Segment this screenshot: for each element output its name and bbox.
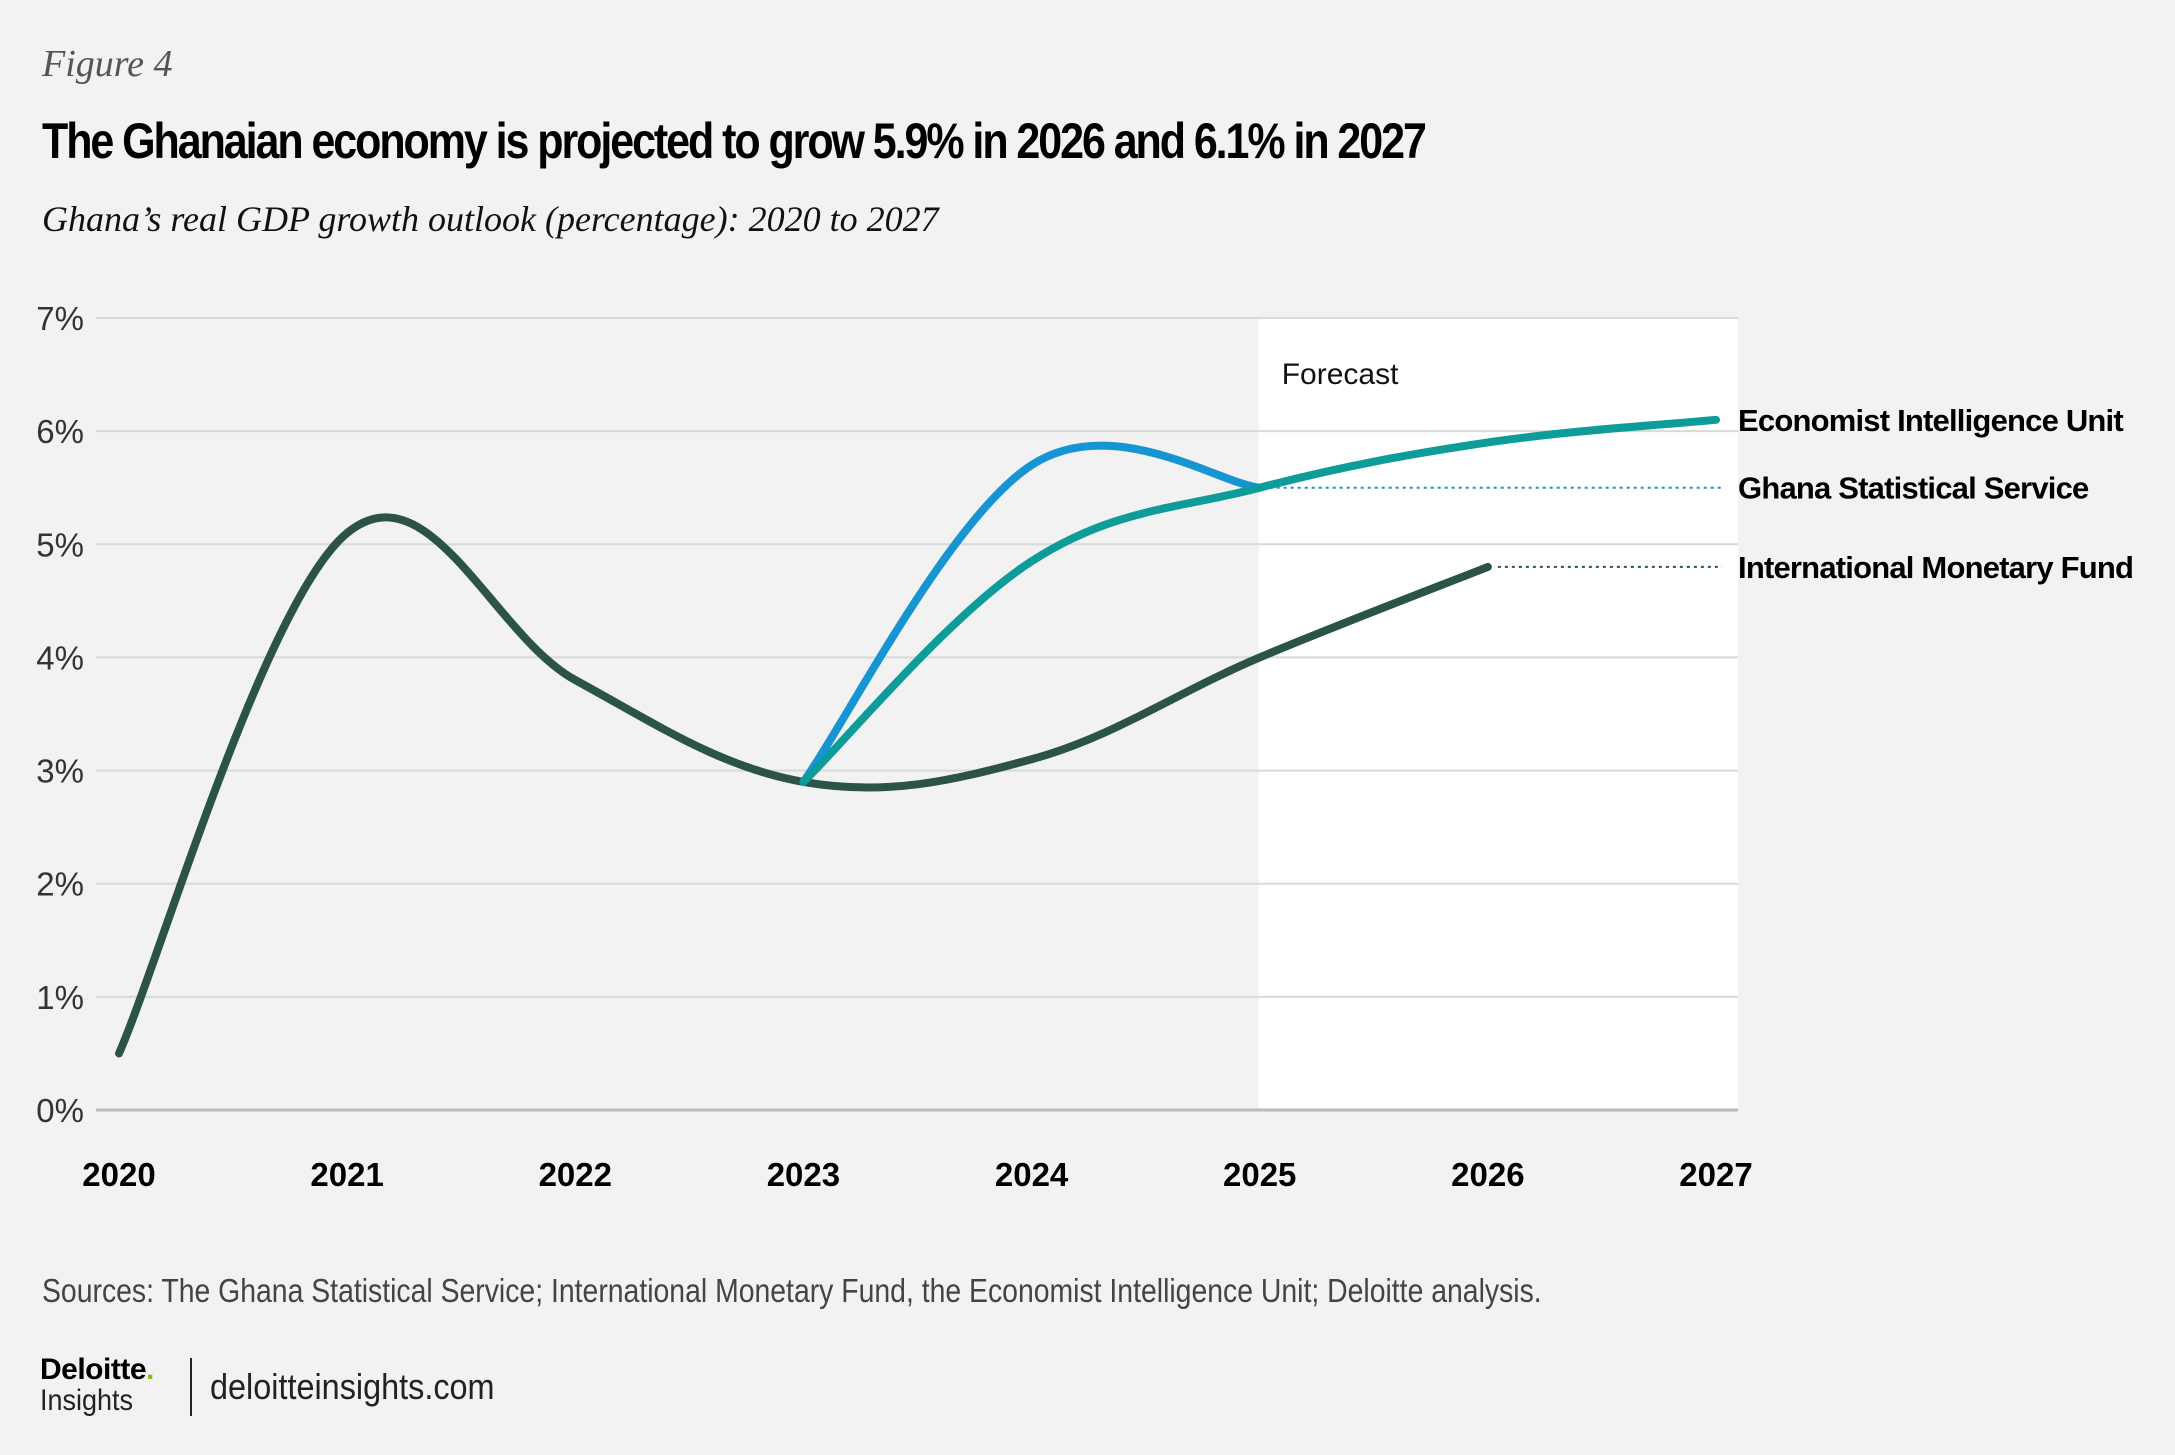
- deloitte-insights-logo: Deloitte. Insights: [40, 1355, 154, 1417]
- series-label: Ghana Statistical Service: [1738, 471, 2089, 506]
- y-tick-label: 2%: [36, 866, 84, 903]
- x-tick-label: 2020: [82, 1156, 155, 1193]
- y-tick-label: 5%: [36, 526, 84, 563]
- forecast-region: [1258, 318, 1738, 1110]
- x-tick-label: 2022: [539, 1156, 612, 1193]
- x-tick-label: 2024: [995, 1156, 1069, 1193]
- series-line-international-monetary-fund: [115, 513, 1492, 1058]
- y-tick-label: 1%: [36, 979, 84, 1016]
- forecast-label: Forecast: [1282, 358, 1399, 391]
- logo-subbrand: Insights: [40, 1384, 134, 1417]
- logo-brand: Deloitte: [40, 1353, 147, 1386]
- logo-dot: .: [146, 1353, 154, 1386]
- x-axis-ticks: 2020 2021 2022 2023 2024 2025 2026 2027: [82, 1156, 1752, 1193]
- y-tick-label: 4%: [36, 639, 84, 676]
- y-axis-ticks: 0% 1% 2% 3% 4% 5% 6% 7%: [36, 300, 84, 1129]
- y-tick-label: 7%: [36, 300, 84, 337]
- y-tick-label: 0%: [36, 1092, 84, 1129]
- figure-label: Figure 4: [42, 43, 173, 85]
- line-chart: 0%1%2%3%4%5%6%7% 2020 2021 2022 2023 2024 202…: [36, 300, 2134, 1193]
- site-link[interactable]: deloitteinsights.com: [210, 1366, 495, 1407]
- chart-subtitle: Ghana’s real GDP growth outlook (percent…: [42, 199, 939, 239]
- footer-divider: [190, 1358, 192, 1416]
- x-tick-label: 2023: [767, 1156, 840, 1193]
- sources-note: Sources: The Ghana Statistical Service; …: [42, 1272, 1542, 1309]
- x-tick-label: 2025: [1223, 1156, 1296, 1193]
- y-tick-label: 3%: [36, 753, 84, 790]
- y-tick-label: 6%: [36, 413, 84, 450]
- x-tick-label: 2026: [1451, 1156, 1524, 1193]
- chart-title: The Ghanaian economy is projected to gro…: [42, 113, 1427, 169]
- series-labels: International Monetary Fund Ghana Statist…: [1738, 403, 2134, 585]
- x-tick-label: 2021: [310, 1156, 383, 1193]
- x-tick-label: 2027: [1679, 1156, 1752, 1193]
- series-lines: [115, 415, 1722, 1058]
- series-line-economist-intelligence-unit: [799, 415, 1720, 786]
- series-label: Economist Intelligence Unit: [1738, 403, 2123, 438]
- series-line-ghana-statistical-service: [799, 441, 1264, 786]
- series-label: International Monetary Fund: [1738, 550, 2133, 585]
